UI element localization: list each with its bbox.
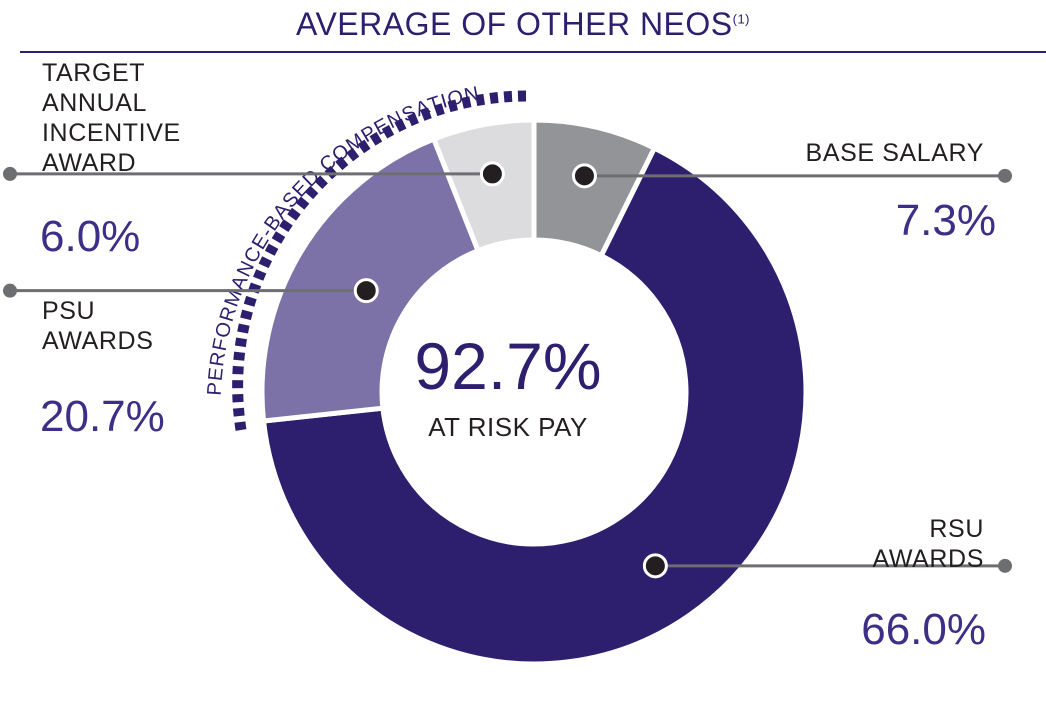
label-annual-line4: AWARD bbox=[42, 149, 137, 177]
leader-end-dot-base-salary bbox=[998, 168, 1012, 183]
pct-psu-awards: 20.7% bbox=[40, 392, 165, 441]
chart-title-text: AVERAGE OF OTHER NEOS bbox=[295, 6, 733, 42]
label-rsu-line1: RSU bbox=[929, 515, 984, 543]
label-psu-line1: PSU bbox=[42, 297, 96, 325]
label-rsu-line2: AWARDS bbox=[872, 545, 984, 573]
performance-bracket-arc bbox=[232, 90, 532, 431]
center-value: 92.7% bbox=[414, 329, 602, 403]
chart-title: AVERAGE OF OTHER NEOS(1) bbox=[0, 6, 1046, 43]
label-psu-line2: AWARDS bbox=[42, 327, 154, 355]
label-annual-incentive: TARGET ANNUAL INCENTIVE AWARD bbox=[42, 58, 242, 178]
label-annual-line3: INCENTIVE bbox=[42, 119, 181, 147]
marker-dot-rsu-awards bbox=[642, 553, 668, 579]
label-annual-line1: TARGET bbox=[42, 59, 146, 87]
marker-dot-target-annual-incentive-award bbox=[479, 161, 505, 187]
marker-dot-psu-awards bbox=[353, 278, 379, 304]
leader-end-dot-rsu-awards bbox=[998, 558, 1012, 573]
label-base-salary: BASE SALARY bbox=[805, 139, 984, 167]
leader-end-dot-psu-awards bbox=[3, 283, 17, 298]
slice-target-annual-incentive-award bbox=[430, 117, 537, 254]
chart-title-footnote: (1) bbox=[732, 11, 751, 27]
leader-end-dot-target-annual-incentive-award bbox=[3, 166, 17, 181]
center-label: AT RISK PAY bbox=[428, 412, 588, 442]
marker-dot-base-salary bbox=[571, 163, 597, 189]
pct-base-salary: 7.3% bbox=[895, 196, 996, 245]
label-psu-awards: PSU AWARDS bbox=[42, 296, 222, 356]
title-rule bbox=[20, 51, 1046, 53]
slice-rsu-awards bbox=[260, 144, 809, 667]
label-rsu-awards: RSU AWARDS bbox=[780, 514, 984, 574]
leader-lines bbox=[3, 161, 1012, 579]
pct-rsu-awards: 66.0% bbox=[861, 605, 986, 654]
pct-annual-incentive: 6.0% bbox=[40, 212, 141, 261]
label-annual-line2: ANNUAL bbox=[42, 89, 148, 117]
